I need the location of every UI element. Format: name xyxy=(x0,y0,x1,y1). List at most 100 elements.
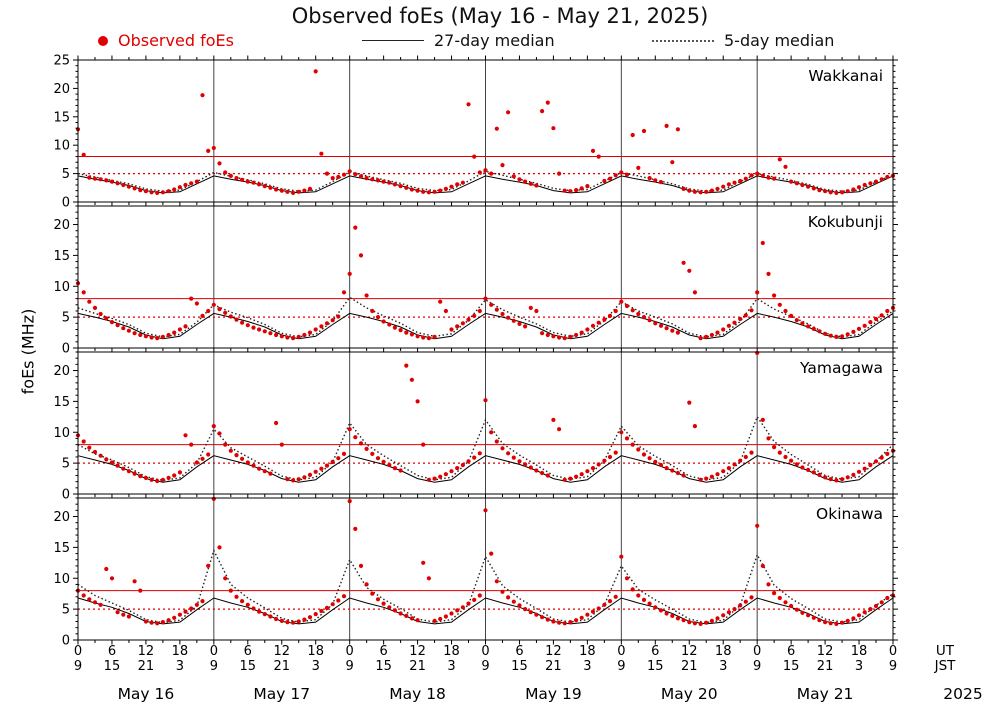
ut-tick-label: 12 xyxy=(273,644,290,659)
ut-tick-label: 0 xyxy=(617,644,625,659)
jst-tick-label: 9 xyxy=(346,659,354,674)
station-label: Okinawa xyxy=(816,505,883,523)
panel-okinawa: 0 5 10 15 20 Okinawa xyxy=(53,496,898,649)
median5-line xyxy=(77,415,894,482)
jst-tick-label: 21 xyxy=(545,659,562,674)
panel-kokubunji: 0 5 10 15 20 Kokubunji xyxy=(53,205,898,357)
ut-tick-label: 0 xyxy=(481,644,489,659)
jst-tick-label: 3 xyxy=(312,659,320,674)
year-label: 2025 xyxy=(943,685,982,703)
ut-tick-label: 6 xyxy=(787,644,795,659)
y-tick-label: 0 xyxy=(62,196,70,211)
legend-median5-label: 5-day median xyxy=(724,31,835,50)
solid-line-icon xyxy=(362,40,424,41)
y-tick-label: 5 xyxy=(62,311,70,326)
jst-tick-label: 9 xyxy=(753,659,761,674)
jst-tick-label: 15 xyxy=(511,659,528,674)
y-tick-label: 0 xyxy=(62,342,70,357)
ut-tick-label: 6 xyxy=(651,644,659,659)
ut-tick-label: 0 xyxy=(74,644,82,659)
y-tick-label: 15 xyxy=(53,541,70,556)
chart-title: Observed foEs (May 16 - May 21, 2025) xyxy=(291,4,709,28)
observed-dot-icon xyxy=(98,35,108,46)
jst-tick-label: 9 xyxy=(617,659,625,674)
day-label: May 20 xyxy=(661,685,718,703)
jst-tick-label: 3 xyxy=(719,659,727,674)
station-label: Wakkanai xyxy=(808,67,883,85)
panel-wakkanai: 0 5 10 15 20 25 Wakkanai xyxy=(53,54,898,211)
y-tick-label: 0 xyxy=(62,634,70,649)
y-tick-label: 5 xyxy=(62,603,70,618)
x-axis-labels: 0961512211830961512211830961512211830961… xyxy=(74,643,983,703)
y-tick-label: 10 xyxy=(53,280,70,295)
jst-tick-label: 15 xyxy=(647,659,664,674)
y-tick-label: 15 xyxy=(53,249,70,264)
y-tick-label: 15 xyxy=(53,110,70,125)
observed-points xyxy=(75,69,896,195)
station-label: Yamagawa xyxy=(799,359,883,377)
y-tick-label: 10 xyxy=(53,572,70,587)
median27-line xyxy=(77,455,894,483)
jst-tick-label: 9 xyxy=(74,659,82,674)
jst-tick-label: 15 xyxy=(240,659,257,674)
station-label: Kokubunji xyxy=(808,213,883,231)
ut-tick-label: 0 xyxy=(346,644,354,659)
median27-line xyxy=(77,597,894,625)
ut-tick-label: 18 xyxy=(307,644,324,659)
y-tick-label: 0 xyxy=(62,488,70,503)
jst-unit-label: JST xyxy=(934,658,957,674)
ut-tick-label: 12 xyxy=(138,644,155,659)
legend-item-observed: Observed foEs xyxy=(98,31,234,50)
ut-tick-label: 0 xyxy=(889,644,897,659)
median5-line xyxy=(77,548,894,624)
ut-tick-label: 12 xyxy=(409,644,426,659)
jst-tick-label: 15 xyxy=(375,659,392,674)
day-label: May 18 xyxy=(389,685,446,703)
y-tick-label: 5 xyxy=(62,167,70,182)
jst-tick-label: 9 xyxy=(210,659,218,674)
observed-points xyxy=(75,225,896,341)
ut-tick-label: 18 xyxy=(172,644,189,659)
dotted-line-icon xyxy=(652,39,714,42)
y-tick-label: 5 xyxy=(62,457,70,472)
y-tick-label: 20 xyxy=(53,510,70,525)
jst-tick-label: 9 xyxy=(481,659,489,674)
y-tick-label: 25 xyxy=(53,54,70,69)
jst-tick-label: 3 xyxy=(447,659,455,674)
ut-tick-label: 6 xyxy=(108,644,116,659)
jst-tick-label: 3 xyxy=(176,659,184,674)
day-label: May 17 xyxy=(253,685,310,703)
legend-observed-label: Observed foEs xyxy=(118,31,234,50)
day-label: May 21 xyxy=(797,685,854,703)
ut-unit-label: UT xyxy=(936,643,955,659)
jst-tick-label: 21 xyxy=(681,659,698,674)
ut-tick-label: 0 xyxy=(753,644,761,659)
y-tick-label: 10 xyxy=(53,139,70,154)
ut-tick-label: 6 xyxy=(244,644,252,659)
jst-tick-label: 21 xyxy=(817,659,834,674)
jst-tick-label: 21 xyxy=(273,659,290,674)
ut-tick-label: 12 xyxy=(545,644,562,659)
observed-points xyxy=(75,350,896,484)
y-tick-label: 10 xyxy=(53,426,70,441)
ut-tick-label: 0 xyxy=(210,644,218,659)
jst-tick-label: 15 xyxy=(104,659,121,674)
legend-median27-label: 27-day median xyxy=(434,31,555,50)
panel-yamagawa: 0 5 10 15 20 Yamagawa xyxy=(53,350,898,503)
jst-tick-label: 21 xyxy=(409,659,426,674)
y-tick-label: 20 xyxy=(53,82,70,97)
day-label: May 19 xyxy=(525,685,582,703)
median27-line xyxy=(77,312,894,340)
ut-tick-label: 6 xyxy=(379,644,387,659)
legend-item-median5: 5-day median xyxy=(652,31,834,50)
ut-tick-label: 12 xyxy=(681,644,698,659)
jst-tick-label: 3 xyxy=(855,659,863,674)
jst-tick-label: 3 xyxy=(583,659,591,674)
y-tick-label: 15 xyxy=(53,395,70,410)
ut-tick-label: 18 xyxy=(443,644,460,659)
ut-tick-label: 18 xyxy=(715,644,732,659)
jst-tick-label: 9 xyxy=(889,659,897,674)
jst-tick-label: 15 xyxy=(783,659,800,674)
